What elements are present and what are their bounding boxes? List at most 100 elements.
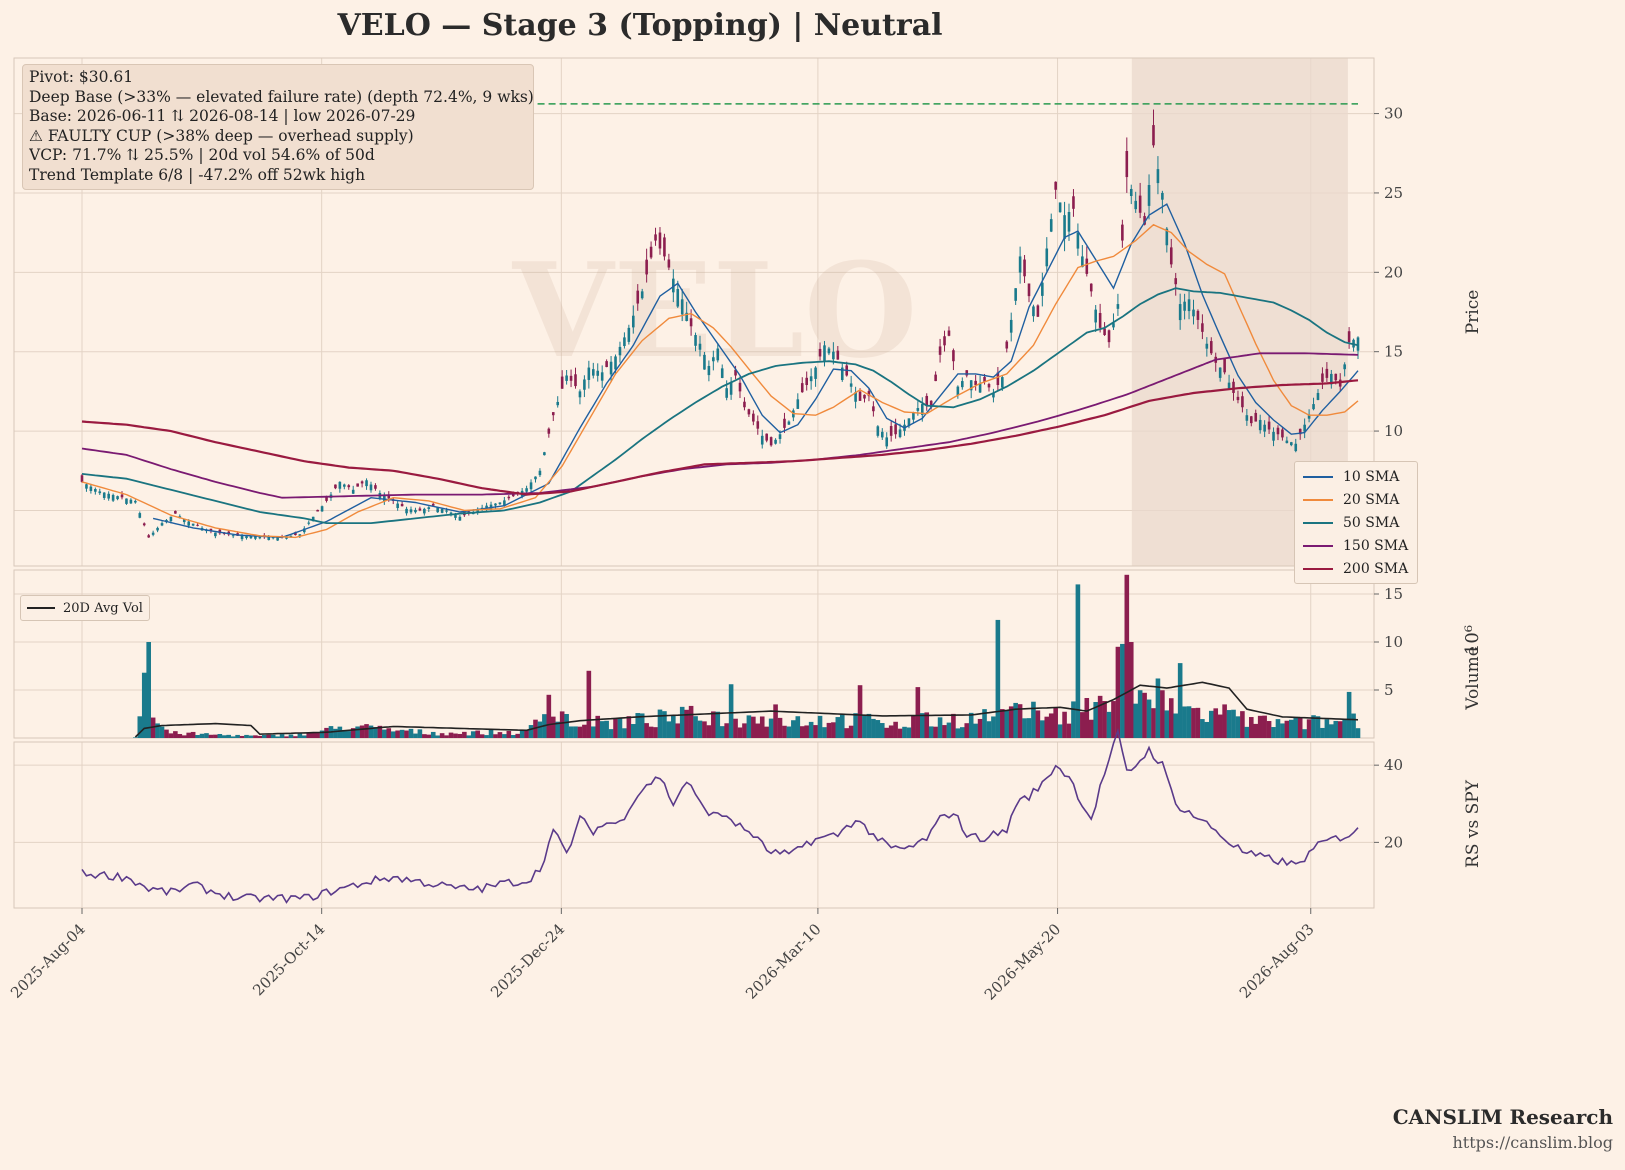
candle-body (231, 535, 235, 537)
volume-bar (1124, 574, 1130, 738)
candle-body (796, 399, 800, 409)
candle-body (405, 508, 408, 514)
volume-bar (417, 729, 423, 738)
candle-body (898, 429, 902, 438)
volume-bar (319, 730, 325, 738)
candle-body (720, 368, 724, 378)
candle-body (649, 246, 653, 258)
candle-body (214, 532, 217, 537)
volume-bar (1035, 710, 1041, 738)
candle-body (1085, 258, 1089, 274)
candle-body (116, 496, 119, 500)
candle-body (676, 288, 680, 307)
candle-body (209, 528, 213, 532)
candle-body (849, 383, 853, 387)
volume-bar (230, 736, 236, 738)
volume-bar (1182, 706, 1187, 738)
volume-bar (1297, 716, 1303, 738)
candle-body (125, 498, 128, 504)
volume-bar (181, 735, 187, 738)
candle-body (863, 394, 866, 399)
candle-body (485, 505, 488, 509)
candle-body (423, 508, 426, 514)
candle-body (756, 421, 760, 429)
candle-body (334, 484, 337, 489)
candle-body (1201, 323, 1204, 332)
info-base-range: Base: 2026-06-11 ⇅ 2026-08-14 | low 2026… (29, 107, 416, 126)
volume-bar (915, 687, 921, 738)
volume-bar (1289, 719, 1294, 738)
candle-body (636, 290, 640, 304)
volume-bar (453, 733, 458, 738)
volume-bar (444, 735, 449, 738)
volume-bar (1217, 714, 1223, 738)
candle-body (240, 535, 244, 540)
candle-body (800, 383, 804, 393)
candle-body (1036, 305, 1040, 317)
candle-body (1285, 440, 1289, 444)
volume-bar (217, 734, 223, 738)
candle-body (654, 234, 657, 241)
candle-body (703, 354, 706, 370)
candle-body (409, 509, 413, 513)
volume-bar (608, 729, 614, 738)
volume-bar (382, 729, 387, 738)
candle-body (1236, 396, 1240, 401)
candle-body (663, 237, 666, 257)
volume-bar (519, 729, 525, 738)
volume-bar (919, 713, 925, 738)
candle-body (1232, 381, 1235, 393)
volume-unit-label: 10⁶ (1462, 625, 1483, 655)
y-tick-label: 30 (1384, 105, 1403, 123)
candle-body (872, 406, 875, 412)
x-tick-label: 2026-Aug-03 (1236, 920, 1318, 1002)
candle-body (174, 510, 177, 514)
candle-body (147, 535, 150, 538)
candle-body (1107, 330, 1111, 343)
candle-body (1196, 310, 1200, 320)
volume-bar (221, 735, 227, 738)
volume-bar (906, 727, 912, 738)
volume-bar (702, 721, 707, 738)
candle-body (1245, 415, 1249, 421)
candle-body (538, 470, 542, 476)
candle-body (1094, 309, 1097, 323)
volume-bar (657, 709, 663, 738)
volume-bar (1106, 711, 1112, 738)
volume-bar (991, 716, 996, 738)
candle-body (1307, 414, 1311, 419)
candle-body (254, 536, 257, 539)
volume-bar (1040, 720, 1045, 738)
candle-body (916, 408, 920, 411)
legend-swatch (1303, 567, 1333, 570)
volume-bar (506, 730, 512, 738)
volume-bar (666, 721, 672, 738)
volume-bar (199, 733, 205, 738)
volume-bar (355, 726, 360, 738)
candle-body (547, 428, 551, 434)
volume-bar (368, 725, 374, 738)
volume-bar (1213, 708, 1219, 738)
candle-body (578, 391, 582, 398)
candle-body (987, 384, 991, 388)
candle-body (156, 527, 159, 531)
candle-body (854, 392, 857, 402)
volume-bar (1262, 715, 1267, 738)
volume-bar (159, 726, 165, 738)
y-tick-label: 10 (1384, 633, 1403, 651)
candle-body (725, 388, 728, 398)
candle-body (298, 534, 302, 537)
candle-body (729, 381, 733, 395)
candle-body (596, 370, 600, 376)
info-box: Pivot: $30.61 Deep Base (>33% — elevated… (22, 64, 534, 190)
volume-bar (235, 734, 240, 738)
volume-bar (479, 734, 485, 738)
volume-bar (257, 735, 263, 738)
candle-body (365, 480, 368, 487)
volume-bar (888, 725, 894, 738)
volume-bar (1177, 663, 1183, 738)
candle-body (551, 412, 555, 416)
volume-bar (435, 735, 440, 738)
candle-body (1014, 288, 1017, 301)
x-tick-label: 2025-Aug-04 (7, 920, 89, 1002)
